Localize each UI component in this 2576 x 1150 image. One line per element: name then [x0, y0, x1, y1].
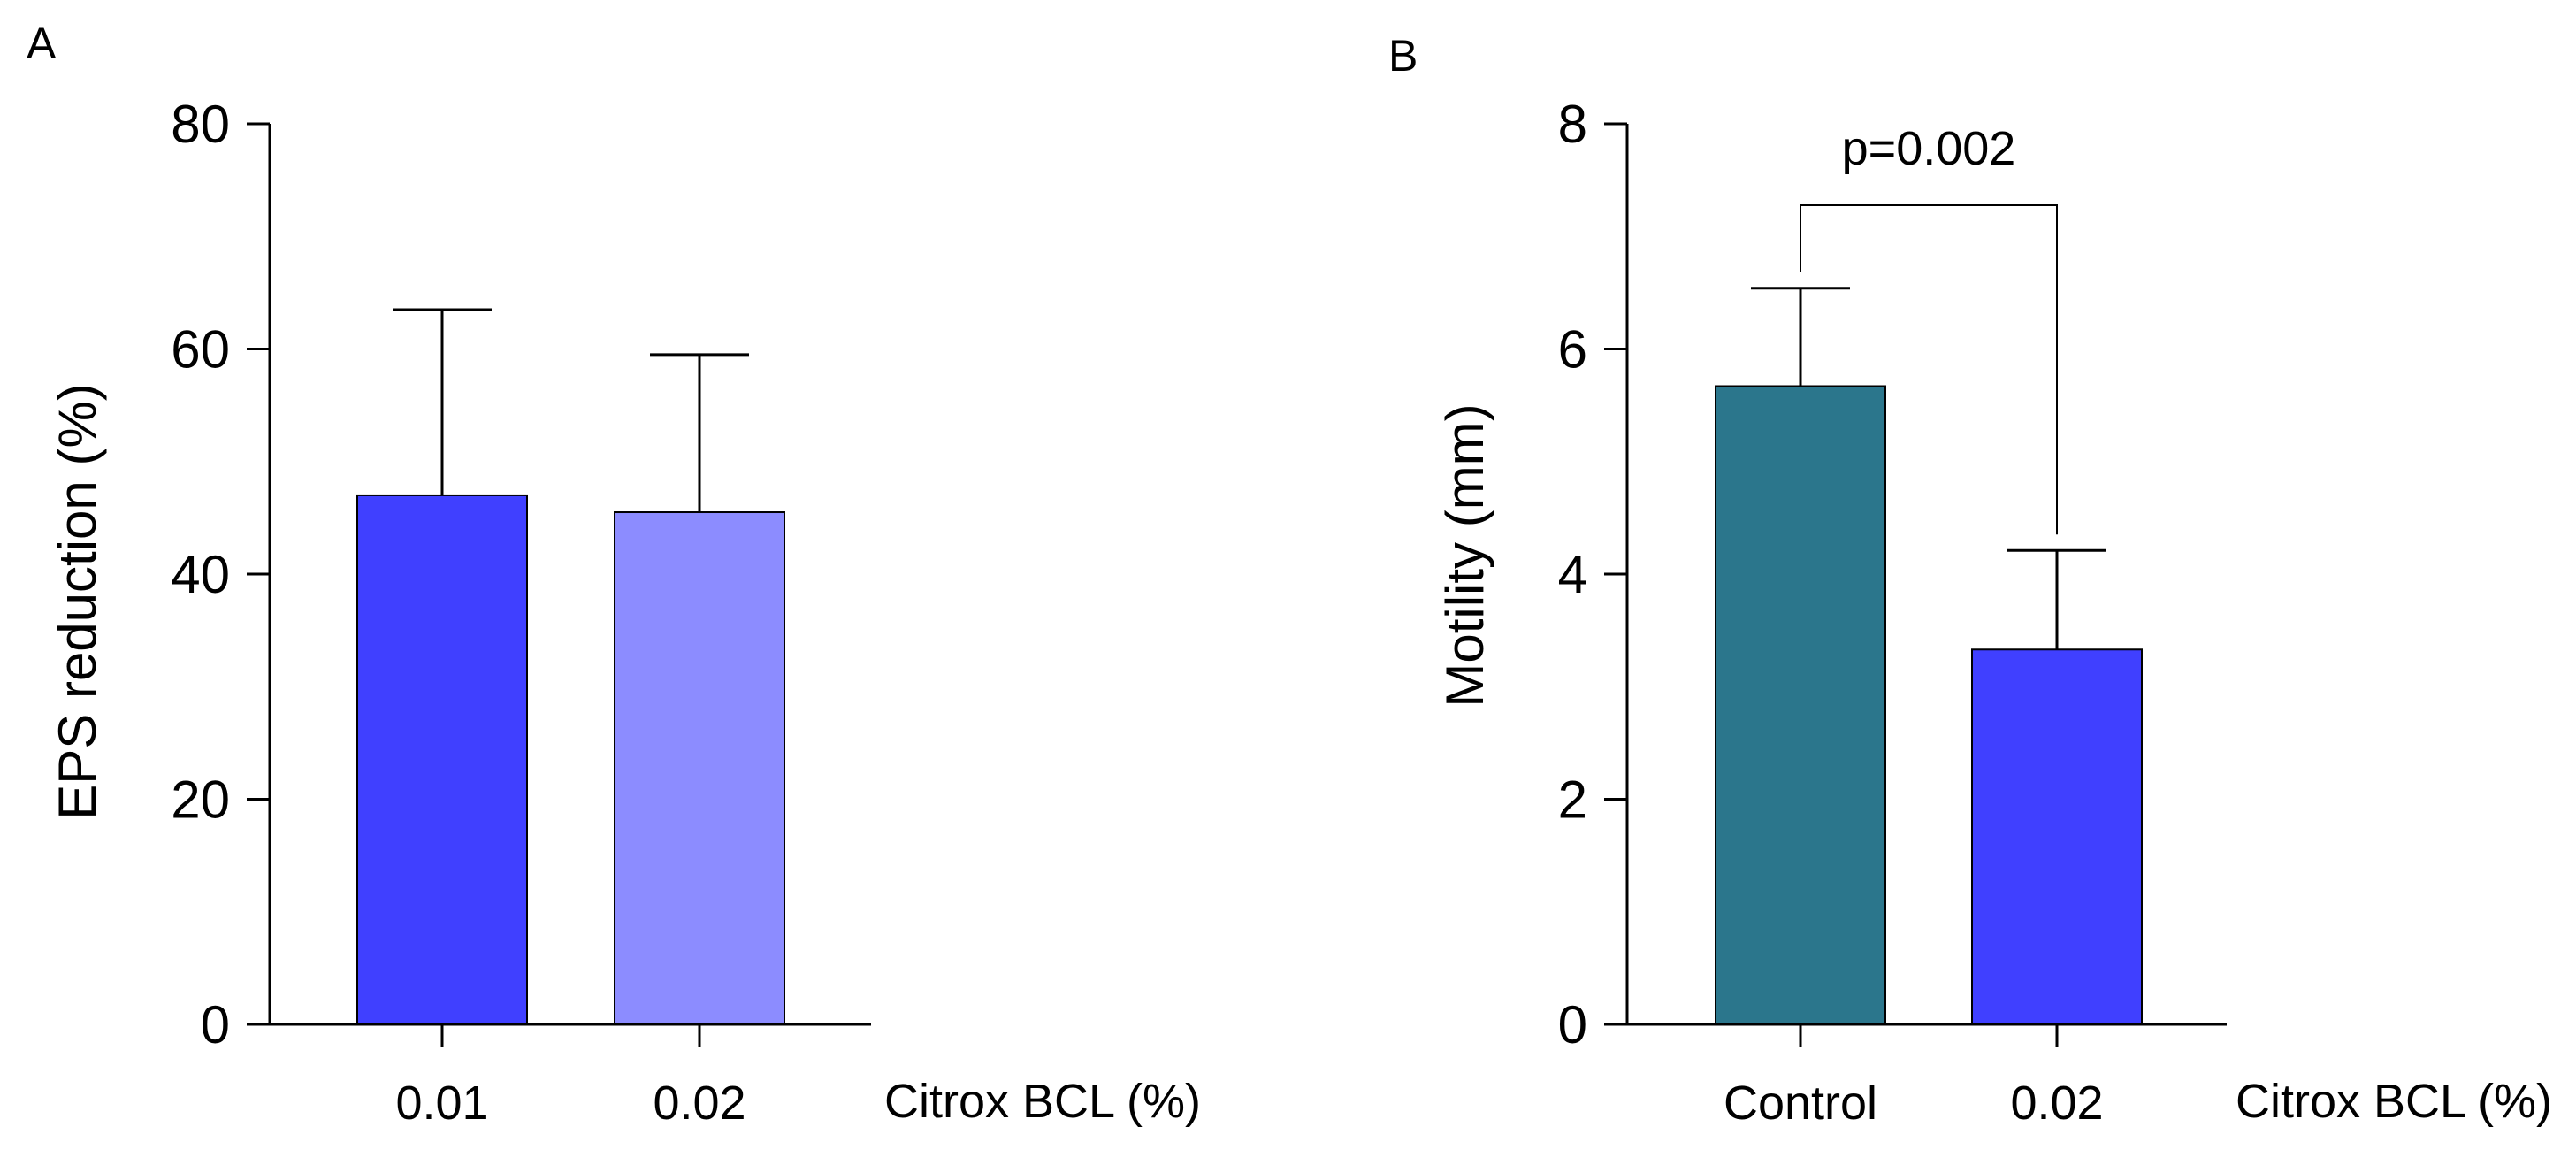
y-tick-label: 8	[1558, 95, 1587, 154]
significance-bracket	[1800, 204, 2058, 535]
plot-area-a: 0 20 40 60 80 0.01 0.02	[171, 95, 871, 1130]
x-axis-title-a: Citrox BCL (%)	[884, 1075, 1201, 1128]
bar-1	[1715, 385, 1886, 1025]
panel-letter-b: B	[1388, 31, 1418, 80]
p-value-label: p=0.002	[1842, 122, 2016, 175]
panel-a: A EPS reduction (%) Citrox BCL (%) 0 20 40…	[27, 19, 1201, 1130]
y-tick-label: 60	[171, 320, 230, 380]
x-tick-label: 0.02	[2010, 1077, 2103, 1130]
y-axis-title-a: EPS reduction (%)	[48, 383, 107, 820]
x-tick-label: 0.01	[395, 1077, 488, 1130]
panel-b: B Motility (mm) Citrox BCL (%) 0 2 4 6 8 Cont…	[1388, 31, 2552, 1130]
y-tick-label: 20	[171, 770, 230, 830]
y-tick-label: 2	[1558, 770, 1587, 830]
panel-letter-a: A	[27, 19, 57, 68]
bar-1	[356, 494, 528, 1025]
x-tick-label: Control	[1724, 1077, 1877, 1130]
bar-2	[614, 511, 785, 1025]
y-tick-label: 0	[1558, 995, 1587, 1054]
y-tick-label: 6	[1558, 320, 1587, 380]
y-tick-label: 40	[171, 545, 230, 604]
y-tick-label: 4	[1558, 545, 1587, 604]
x-axis-title-b: Citrox BCL (%)	[2236, 1075, 2552, 1128]
y-axis-title-b: Motility (mm)	[1435, 403, 1494, 707]
plot-area-b: 0 2 4 6 8 Control 0.02 p=0.002	[1558, 95, 2227, 1130]
y-tick-label: 0	[201, 995, 230, 1054]
y-tick-label: 80	[171, 95, 230, 154]
x-tick-label: 0.02	[653, 1077, 745, 1130]
bar-2	[1971, 648, 2143, 1025]
